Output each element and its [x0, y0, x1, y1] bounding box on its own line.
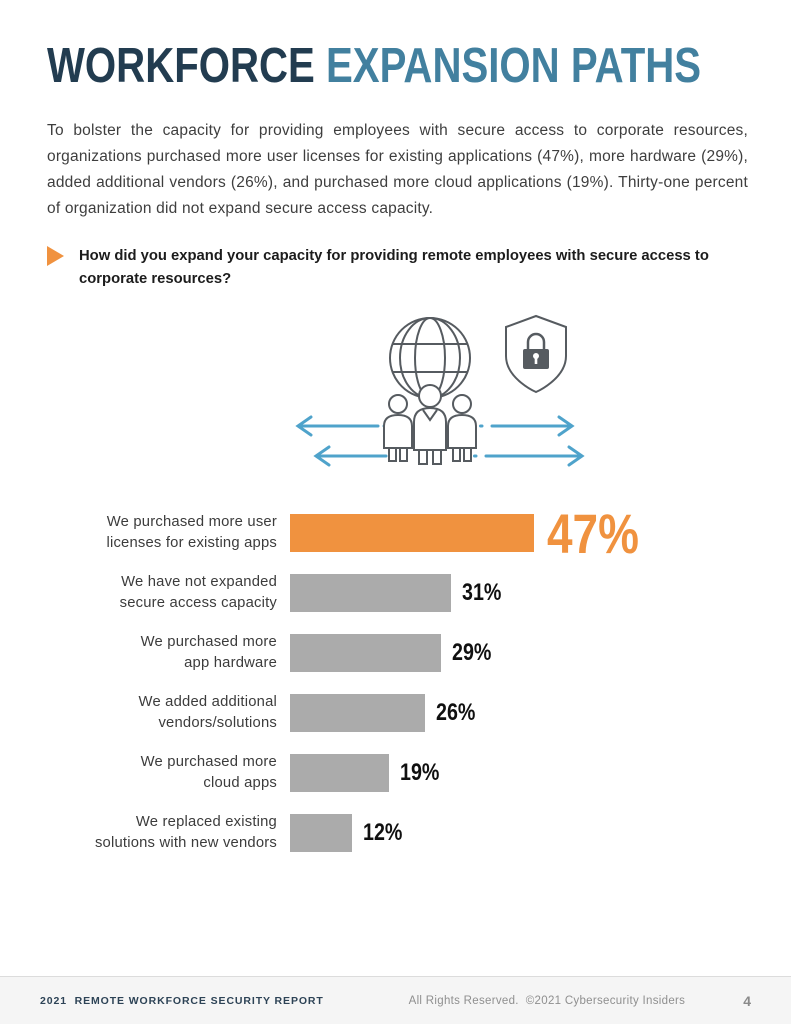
- expansion-illustration: [295, 314, 585, 467]
- right-arrow-top-icon: [470, 415, 575, 437]
- bar: [290, 754, 389, 792]
- bar-value-label: 31%: [462, 579, 502, 606]
- bar-label: We have not expanded secure access capac…: [0, 572, 290, 613]
- bar-area: 19%: [290, 754, 448, 792]
- bar-chart: We purchased more user licenses for exis…: [0, 502, 791, 874]
- bar: [290, 694, 425, 732]
- bar-area: 31%: [290, 574, 510, 612]
- footer-rights-text: All Rights Reserved. ©2021 Cybersecurity…: [408, 994, 686, 1007]
- footer-page-number: 4: [743, 992, 751, 1009]
- bar-label: We added additional vendors/solutions: [0, 692, 290, 733]
- bar-label: We purchased more user licenses for exis…: [0, 512, 290, 553]
- right-arrow-bottom-icon: [464, 445, 585, 467]
- bar-area: 47%: [290, 502, 659, 565]
- chart-row: We purchased more cloud apps 19%: [0, 754, 791, 792]
- footer-right-group: All Rights Reserved. ©2021 Cybersecurity…: [409, 993, 751, 1009]
- chart-row: We replaced existing solutions with new …: [0, 814, 791, 852]
- bar-label-line: cloud apps: [203, 775, 277, 791]
- people-icon: [383, 384, 477, 465]
- bar-area: 29%: [290, 634, 500, 672]
- page-footer: 2021 REMOTE WORKFORCE SECURITY REPORT Al…: [0, 976, 791, 1024]
- bar: [290, 634, 441, 672]
- chart-row: We have not expanded secure access capac…: [0, 574, 791, 612]
- shield-lock-icon: [505, 314, 567, 394]
- bar-area: 26%: [290, 694, 484, 732]
- bar: [290, 814, 352, 852]
- bar-value-label: 26%: [436, 699, 476, 726]
- bar-label-line: We replaced existing: [135, 814, 277, 831]
- page-title-secondary: EXPANSION PATHS: [326, 39, 702, 93]
- bar-label-line: solutions with new vendors: [94, 835, 277, 851]
- survey-question: How did you expand your capacity for pro…: [47, 245, 737, 291]
- bar-label: We purchased more cloud apps: [0, 752, 290, 793]
- bar-label-line: We purchased more: [140, 634, 277, 651]
- footer-report-title: 2021 REMOTE WORKFORCE SECURITY REPORT: [40, 994, 324, 1007]
- triangle-bullet-icon: [47, 246, 64, 266]
- bar-label-line: secure access capacity: [119, 595, 277, 611]
- chart-row: We added additional vendors/solutions 26…: [0, 694, 791, 732]
- bar-label-line: We purchased more: [140, 754, 277, 771]
- page-title-primary: WORKFORCE: [47, 39, 327, 93]
- bar-area: 12%: [290, 814, 411, 852]
- bar-label: We purchased more app hardware: [0, 632, 290, 673]
- bar-value-label: 29%: [452, 639, 492, 666]
- bar-label-line: licenses for existing apps: [106, 535, 277, 551]
- chart-row: We purchased more user licenses for exis…: [0, 502, 791, 565]
- bar-label-line: We have not expanded: [121, 574, 277, 591]
- bar-label-line: vendors/solutions: [158, 715, 277, 731]
- intro-paragraph: To bolster the capacity for providing em…: [47, 122, 748, 218]
- bar-label: We replaced existing solutions with new …: [0, 812, 290, 853]
- page-title: WORKFORCE EXPANSION PATHS: [47, 38, 701, 94]
- bar-value-label: 47%: [547, 501, 639, 565]
- bar-value-label: 12%: [363, 819, 403, 846]
- bar: [290, 574, 451, 612]
- bar-value-label: 19%: [400, 759, 440, 786]
- survey-question-text: How did you expand your capacity for pro…: [79, 248, 709, 287]
- bar-label-line: We added additional: [138, 694, 277, 711]
- bar-label-line: We purchased more user: [106, 514, 277, 531]
- chart-row: We purchased more app hardware 29%: [0, 634, 791, 672]
- bar: [290, 514, 534, 552]
- bar-label-line: app hardware: [184, 655, 277, 671]
